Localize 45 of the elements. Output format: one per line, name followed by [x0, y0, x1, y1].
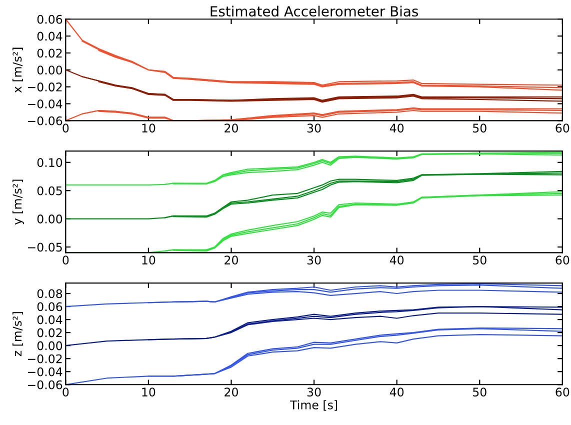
y-tick-label: −0.06: [28, 380, 62, 390]
y-tick-label: −0.04: [28, 99, 62, 108]
chart-title: Estimated Accelerometer Bias: [210, 6, 418, 17]
y-axis-title: x [m/s²]: [12, 48, 24, 93]
x-tick-label: 30: [307, 124, 321, 133]
x-tick-label: 0: [62, 388, 69, 397]
y-tick-label: −0.02: [28, 354, 62, 364]
x-tick-label: 40: [390, 256, 404, 265]
y-axis-title: z [m/s²]: [12, 312, 24, 356]
x-tick-label: 30: [307, 256, 321, 265]
x-tick-label: 0: [62, 256, 69, 265]
x-tick-label: 50: [473, 388, 486, 397]
x-tick-label: 40: [390, 388, 404, 397]
y-tick-label: 0.05: [37, 186, 62, 196]
y-tick-label: −0.04: [28, 367, 62, 376]
y-tick-label: 0.02: [37, 48, 62, 58]
x-tick-label: 10: [142, 124, 156, 133]
y-tick-label: 0.08: [37, 289, 62, 298]
x-tick-label: 50: [473, 124, 486, 133]
x-tick-label: 20: [224, 124, 238, 133]
x-tick-label: 40: [390, 124, 404, 133]
x-tick-label: 10: [142, 388, 156, 397]
x-tick-label: 20: [224, 388, 238, 397]
x-axis-title: Time [s]: [290, 400, 338, 411]
x-tick-label: 60: [556, 388, 570, 397]
x-tick-label: 10: [142, 256, 156, 265]
y-tick-label: −0.02: [28, 82, 62, 92]
y-tick-label: 0.00: [37, 214, 62, 224]
y-tick-label: 0.00: [37, 66, 62, 75]
x-tick-label: 60: [556, 256, 570, 265]
y-tick-label: 0.06: [37, 14, 62, 24]
y-axis-title: y [m/s²]: [12, 180, 24, 225]
y-tick-label: 0.04: [37, 32, 62, 41]
y-tick-label: 0.10: [37, 158, 62, 168]
y-tick-label: 0.02: [37, 328, 62, 338]
x-tick-label: 50: [473, 256, 486, 265]
x-tick-label: 60: [556, 124, 570, 133]
y-tick-label: 0.00: [37, 341, 62, 350]
y-tick-label: 0.04: [37, 315, 62, 324]
x-tick-label: 20: [224, 256, 238, 265]
x-tick-label: 0: [62, 124, 69, 133]
y-tick-label: 0.06: [37, 302, 62, 312]
y-tick-label: −0.05: [28, 242, 62, 252]
y-tick-label: −0.06: [28, 116, 62, 126]
x-tick-label: 30: [307, 388, 321, 397]
